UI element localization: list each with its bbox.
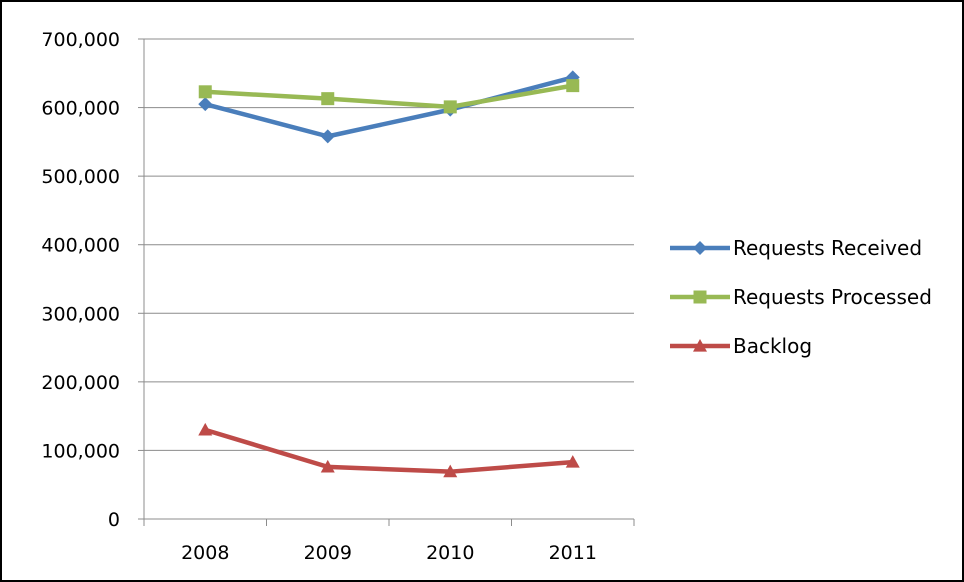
series-line	[204, 427, 573, 474]
legend-label: Requests Processed	[733, 285, 932, 309]
y-tick-label: 100,000	[41, 440, 120, 462]
data-point	[198, 85, 212, 99]
legend-marker	[693, 241, 707, 255]
series-backlog	[198, 422, 580, 478]
data-point	[198, 97, 213, 112]
series-requests-received	[198, 70, 580, 144]
x-tick-label: 2010	[426, 542, 474, 564]
legend: Requests Received Requests Processed Backl…	[670, 236, 932, 358]
y-axis-tick-labels: 0 100,000 200,000 300,000 400,000 500,000 600,…	[41, 29, 120, 531]
legend-label: Requests Received	[733, 236, 922, 260]
data-point	[443, 100, 457, 114]
x-axis-tick-labels: 2008 2009 2010 2011	[181, 542, 597, 564]
legend-marker	[693, 290, 707, 304]
data-point	[443, 464, 458, 478]
y-tick-label: 400,000	[41, 235, 120, 257]
series-line	[205, 83, 574, 110]
y-tick-label: 0	[108, 509, 120, 531]
legend-marker	[693, 339, 707, 352]
y-tick-label: 700,000	[41, 29, 120, 51]
series-line	[204, 75, 574, 139]
legend-item: Backlog	[670, 334, 812, 358]
y-tick-label: 500,000	[41, 166, 120, 188]
y-tick-label: 300,000	[41, 303, 120, 325]
data-point	[320, 459, 335, 473]
axes	[138, 38, 635, 526]
y-tick-label: 600,000	[41, 98, 120, 120]
data-point	[198, 422, 213, 436]
data-point	[320, 129, 335, 144]
x-tick-label: 2011	[549, 542, 597, 564]
x-tick-label: 2008	[181, 542, 229, 564]
legend-item: Requests Processed	[670, 285, 932, 309]
data-point	[565, 455, 580, 468]
legend-item: Requests Received	[670, 236, 922, 260]
y-tick-label: 200,000	[41, 372, 120, 394]
data-point	[566, 79, 580, 93]
legend-label: Backlog	[733, 334, 812, 358]
data-point	[321, 92, 335, 106]
series-lines	[198, 70, 580, 478]
series-requests-processed	[198, 79, 580, 114]
x-tick-label: 2009	[304, 542, 352, 564]
